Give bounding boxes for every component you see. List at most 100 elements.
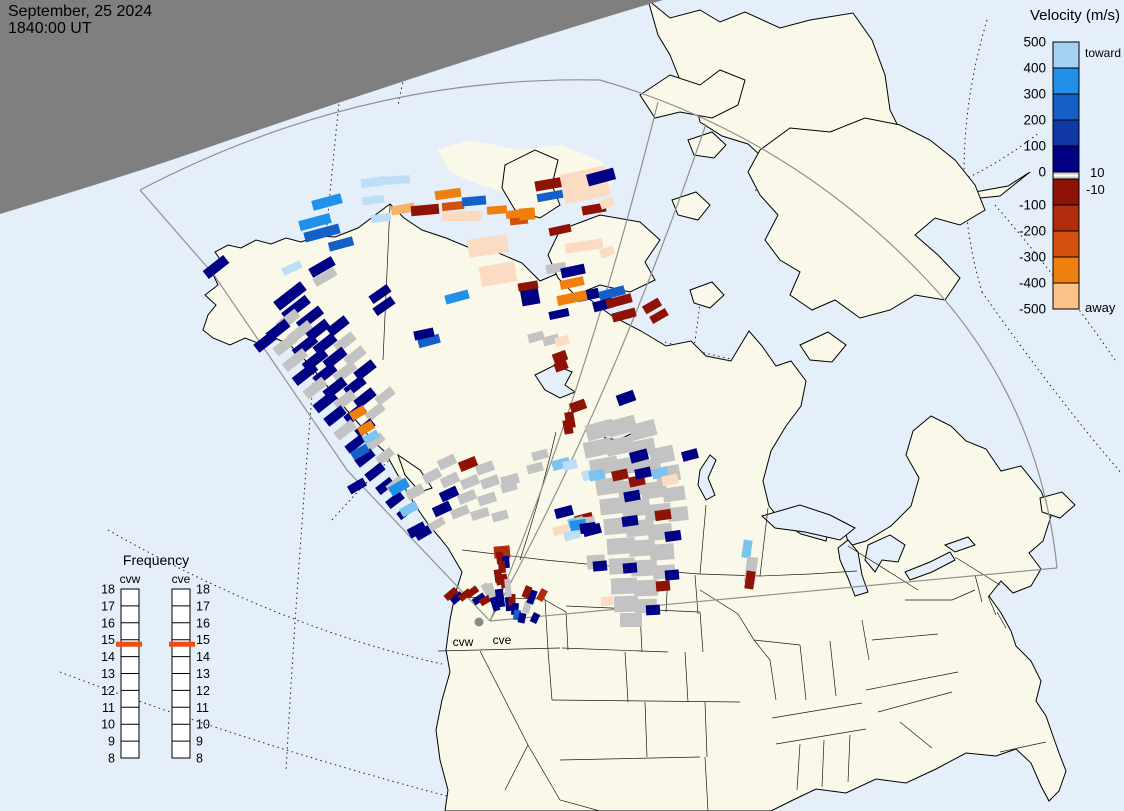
echo-cell <box>436 453 458 471</box>
frequency-scale-label-left: 11 <box>102 701 115 715</box>
vancouver-island <box>397 453 433 493</box>
echo-cell <box>579 521 597 535</box>
frequency-scales: 18 18 17 17 16 16 15 15 14 14 13 13 12 12 11 11 10 10 9 9 8 8 <box>101 583 210 766</box>
echo-cell <box>640 480 668 500</box>
echo-cell <box>360 175 388 189</box>
radar-label-cvw: cvw <box>453 635 474 649</box>
colorbar-segment <box>1052 145 1080 173</box>
terminator-shadow <box>0 0 663 214</box>
echo-cell <box>349 443 371 461</box>
colorbar-segment <box>1052 41 1080 69</box>
echo-cell <box>312 267 338 287</box>
echo-cell <box>456 488 478 506</box>
echo-cell <box>398 500 420 518</box>
echo-cell <box>421 467 443 485</box>
echo-cell <box>308 256 336 278</box>
echo-cell <box>531 448 549 462</box>
echo-cell <box>621 514 639 528</box>
echo-cell <box>343 345 367 367</box>
frequency-scale-label-left: 16 <box>101 616 115 630</box>
frequency-scale-label-right: 8 <box>196 752 203 766</box>
colorbar-segment <box>1052 67 1080 95</box>
echo-cell <box>536 189 564 203</box>
velocity-tick-label: -400 <box>1019 276 1046 291</box>
echo-cell <box>461 195 487 207</box>
velocity-tick-label: -500 <box>1019 302 1046 317</box>
frequency-scale-label-right: 18 <box>196 583 210 597</box>
echo-cell <box>649 543 675 561</box>
echo-cell <box>375 476 395 496</box>
echo-cell <box>333 419 357 441</box>
echo-cell <box>522 600 532 614</box>
echo-cell <box>474 460 496 476</box>
echo-cell <box>438 485 460 503</box>
echo-cell <box>417 333 441 349</box>
echo-cell <box>581 202 607 216</box>
echo-cell <box>281 348 309 372</box>
echo-cell <box>273 281 307 311</box>
velocity-legend-title: Velocity (m/s) <box>1030 7 1120 24</box>
frequency-scale-label-left: 14 <box>101 650 115 664</box>
lake-ontario <box>943 536 976 553</box>
frequency-scale-label-right: 16 <box>196 616 210 630</box>
frequency-scale-label-right: 12 <box>196 684 210 698</box>
echo-cell <box>595 476 625 496</box>
echo-cell <box>302 376 328 400</box>
echo-cell <box>486 205 508 215</box>
echo-cell <box>362 429 380 445</box>
echo-cell <box>504 578 512 598</box>
colorbar-segment <box>1052 230 1080 258</box>
frequency-scale-label-left: 13 <box>101 667 115 681</box>
echo-cell <box>326 315 350 337</box>
echo-cell <box>564 238 604 254</box>
echo-cell <box>332 360 358 384</box>
echo-cell <box>599 496 629 516</box>
echo-cell <box>527 330 545 344</box>
lake-superior <box>761 504 856 541</box>
colorbar-segment <box>1052 204 1080 232</box>
echo-cell <box>323 405 347 427</box>
away-label: away <box>1085 300 1116 315</box>
velocity-legend: Velocity (m/s) 500 400 300 200 100 0 -100 -200 -… <box>1019 7 1121 317</box>
echo-cell <box>348 405 368 421</box>
echo-cell <box>353 359 377 381</box>
colorbar-segment <box>1052 178 1080 206</box>
echo-cell <box>534 176 566 192</box>
lake-erie <box>904 551 956 581</box>
echo-cell <box>444 289 470 305</box>
echo-cell <box>611 468 629 482</box>
echo-cell <box>529 611 541 625</box>
echo-cell <box>562 459 578 471</box>
velocity-tick-label: 100 <box>1023 139 1046 154</box>
frequency-scale-label-right: 13 <box>196 667 210 681</box>
echo-cell <box>442 211 482 221</box>
echo-cell <box>464 585 480 599</box>
state-province-borders <box>382 204 1047 811</box>
frequency-scale-label-right: 10 <box>196 718 210 732</box>
somerset-island <box>687 131 727 159</box>
echo-cell <box>562 419 574 435</box>
echo-cell <box>441 200 465 212</box>
frequency-scale-label-left: 8 <box>108 752 115 766</box>
echo-cell <box>404 483 426 501</box>
echo-cell <box>479 474 501 490</box>
echo-cell <box>471 592 487 606</box>
echo-cell <box>518 207 536 221</box>
echo-cell <box>491 509 509 523</box>
echo-cell <box>548 308 570 320</box>
echo-cell <box>741 539 753 559</box>
echo-cell <box>354 448 376 468</box>
echo-cell <box>606 414 638 438</box>
baffin-island <box>747 117 986 319</box>
frequency-panel: Frequency cvw cve 18 18 17 17 16 16 15 15 14 14 13… <box>101 552 210 766</box>
velocity-tick-label: -200 <box>1019 224 1046 239</box>
echo-cell <box>385 490 405 510</box>
echo-cell <box>368 284 392 304</box>
echo-cell <box>622 562 638 574</box>
echo-cell <box>654 508 672 522</box>
velocity-tick-label: 300 <box>1023 87 1046 102</box>
echo-cell <box>628 539 656 557</box>
echo-cell <box>364 432 386 452</box>
echo-cell <box>553 359 569 373</box>
